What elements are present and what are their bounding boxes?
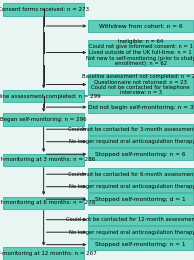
Text: Could not be contacted for 12-month assessment: n = 7: Could not be contacted for 12-month asse… — [66, 217, 194, 222]
Text: Self-monitoring at 6 months: n = 278: Self-monitoring at 6 months: n = 278 — [0, 200, 95, 205]
FancyBboxPatch shape — [3, 247, 84, 260]
FancyBboxPatch shape — [88, 181, 193, 192]
FancyBboxPatch shape — [88, 136, 193, 147]
Text: Stopped self-monitoring: n = 1: Stopped self-monitoring: n = 1 — [95, 242, 186, 247]
Text: No longer required oral anticoagulation therapy: n = 2: No longer required oral anticoagulation … — [69, 139, 194, 144]
Text: Self-monitoring at 3 months: n = 286: Self-monitoring at 3 months: n = 286 — [0, 157, 95, 162]
Text: Consent forms received: n = 273: Consent forms received: n = 273 — [0, 6, 89, 12]
FancyBboxPatch shape — [88, 193, 193, 205]
Text: Ineligible: n = 64
Could not give informed consent: n = 1
Lived outside of the U: Ineligible: n = 64 Could not give inform… — [86, 39, 194, 66]
FancyBboxPatch shape — [3, 113, 84, 126]
FancyBboxPatch shape — [88, 239, 193, 250]
FancyBboxPatch shape — [88, 226, 193, 238]
Text: Could not be contacted for 6-month assessment: n = 4: Could not be contacted for 6-month asses… — [68, 172, 194, 177]
Text: Stopped self-monitoring: n = 6: Stopped self-monitoring: n = 6 — [95, 152, 186, 157]
Text: Began self-monitoring: n = 296: Began self-monitoring: n = 296 — [0, 117, 87, 122]
Text: Could not be contacted for 3-month assessment: n = 4: Could not be contacted for 3-month asses… — [68, 127, 194, 132]
FancyBboxPatch shape — [88, 40, 193, 66]
FancyBboxPatch shape — [3, 90, 84, 102]
Text: Baseline assessment not completed: n = 26
Questionnaire not returned: n = 23
Cou: Baseline assessment not completed: n = 2… — [82, 74, 194, 95]
FancyBboxPatch shape — [88, 214, 193, 225]
FancyBboxPatch shape — [3, 154, 84, 166]
FancyBboxPatch shape — [88, 20, 193, 32]
Text: No longer required oral anticoagulation therapy: n = 1: No longer required oral anticoagulation … — [69, 184, 194, 189]
Text: Baseline assessment completed: n = 299: Baseline assessment completed: n = 299 — [0, 94, 101, 99]
Text: Self-monitoring at 12 months: n = 267: Self-monitoring at 12 months: n = 267 — [0, 251, 97, 256]
Text: No longer required oral anticoagulation therapy: n = 3: No longer required oral anticoagulation … — [69, 230, 194, 235]
Text: Withdrew from cohort: n = 6: Withdrew from cohort: n = 6 — [99, 23, 183, 29]
FancyBboxPatch shape — [88, 124, 193, 135]
Text: Did not begin self-monitoring: n = 3: Did not begin self-monitoring: n = 3 — [88, 105, 193, 110]
FancyBboxPatch shape — [88, 148, 193, 160]
FancyBboxPatch shape — [3, 197, 84, 209]
FancyBboxPatch shape — [88, 74, 193, 95]
FancyBboxPatch shape — [3, 3, 84, 16]
FancyBboxPatch shape — [88, 101, 193, 113]
Text: Stopped self-monitoring: d = 1: Stopped self-monitoring: d = 1 — [95, 197, 186, 202]
FancyBboxPatch shape — [88, 168, 193, 180]
